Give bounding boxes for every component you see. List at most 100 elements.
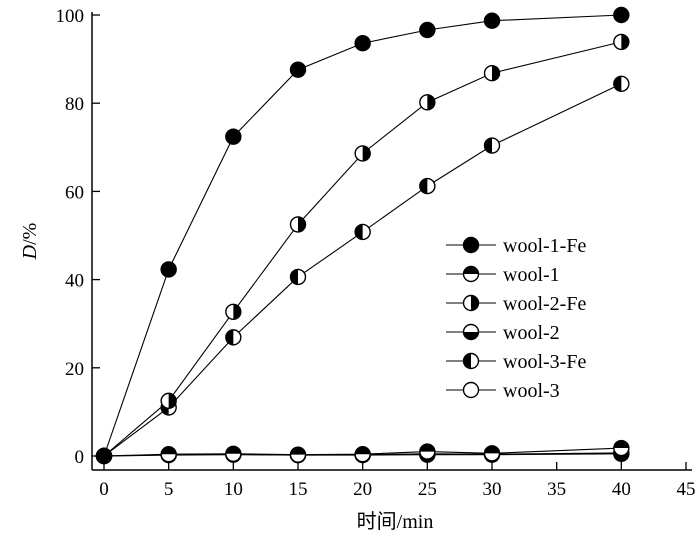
legend-marker [462,294,480,312]
legend-marker [462,236,480,254]
marker-circle [95,447,113,465]
series-line [103,41,622,457]
marker-half-fill [471,295,479,311]
legend-item: wool-1 [446,264,560,286]
legend-item: wool-3 [446,380,560,402]
marker-half-fill [613,440,629,449]
legend: wool-1-Fe wool-1 wool-2-Fe wool-2 wool-3-Fe w… [446,235,586,402]
marker-half-fill [484,138,492,154]
marker-half-fill [419,444,435,452]
legend-label: wool-1-Fe [503,235,586,257]
marker-half-fill [290,269,298,285]
marker-circle [483,12,501,29]
legend-item: wool-2-Fe [446,293,586,315]
data-point [419,177,436,195]
data-point [419,21,436,39]
marker-half-fill [463,332,479,340]
marker-half-fill [225,446,241,454]
legend-marker [462,352,480,370]
series-line [103,83,622,457]
marker-half-fill [355,224,363,240]
data-point [483,12,501,29]
marker-circle [225,128,242,145]
data-point [483,137,501,154]
marker-half-fill [613,76,622,92]
marker-half-fill [355,446,371,455]
marker-half-fill [168,393,177,409]
marker-circle [289,61,307,78]
data-point [289,446,307,463]
series-wool-1-Fe [95,6,630,465]
data-point [419,443,436,460]
marker-half-fill [427,94,435,110]
data-point [354,35,371,52]
data-point [289,61,307,78]
data-point [354,223,371,241]
y-axis-label: D/% [19,223,41,261]
data-point [613,439,630,457]
legend-label: wool-3 [503,380,560,402]
series-wool-1 [95,439,630,465]
data-point [160,261,177,278]
y-tick-label: 100 [56,6,85,27]
y-tick-label: 80 [65,94,84,115]
x-tick-label: 25 [418,479,437,500]
x-tick-label: 5 [164,479,174,500]
marker-half-fill [621,34,629,50]
data-point [225,128,242,145]
legend-label: wool-3-Fe [503,351,586,373]
legend-item: wool-1-Fe [446,235,586,257]
x-tick-label: 10 [224,479,243,500]
data-point [354,145,371,162]
data-point [225,329,242,346]
marker-half-fill [463,266,479,274]
x-tick-label: 30 [483,479,502,500]
data-point [354,446,371,463]
axes: 0 5 10 15 20 25 30 35 40 45 0 20 40 60 80 100 [56,6,696,500]
data-point [225,445,242,462]
data-point [613,6,630,24]
marker-circle [613,6,630,24]
data-point [419,94,436,111]
legend-item: wool-2 [446,322,560,344]
marker-circle [160,261,177,278]
marker-half-fill [419,178,428,194]
data-point [613,33,630,51]
data-point [483,445,501,462]
legend-label: wool-2 [503,322,560,344]
marker-half-fill [290,447,306,455]
legend-item: wool-3-Fe [446,351,586,373]
marker-half-fill [492,65,500,81]
marker-circle [354,35,371,52]
marker-circle [462,381,480,399]
data-point [225,303,242,320]
series-layer [95,6,630,465]
y-tick-label: 20 [65,359,84,380]
x-tick-label: 45 [677,479,696,500]
x-tick-label: 20 [353,479,372,500]
legend-marker [462,323,480,341]
y-tick-label: 40 [65,271,84,292]
data-point [160,446,177,463]
data-point [95,447,113,465]
x-tick-label: 15 [289,479,308,500]
data-point [160,392,177,410]
marker-half-fill [484,445,500,454]
x-axis-label: 时间/min [357,510,434,533]
legend-label: wool-1 [503,264,560,286]
y-tick-label: 0 [75,447,85,468]
series-line [103,14,622,457]
marker-half-fill [161,446,177,455]
data-point [289,268,307,286]
x-tick-label: 40 [612,479,631,500]
legend-label: wool-2-Fe [503,293,586,315]
series-line [103,447,622,457]
y-tick-label: 60 [65,182,84,203]
marker-half-fill [463,353,471,369]
x-tick-label: 0 [99,479,109,500]
marker-half-fill [362,145,371,161]
legend-marker [462,265,480,283]
marker-half-fill [233,304,241,320]
x-tick-label: 35 [547,479,566,500]
